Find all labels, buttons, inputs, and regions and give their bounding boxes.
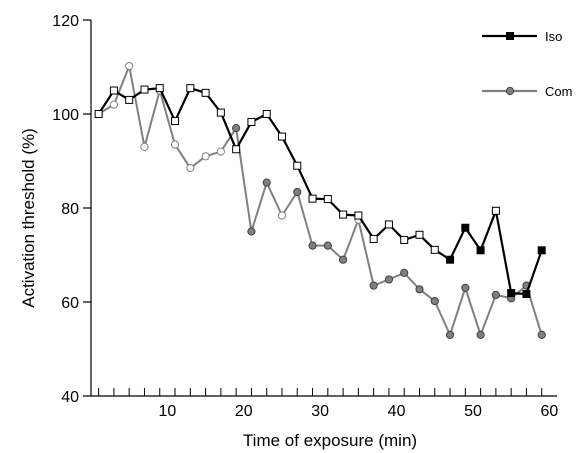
data-point-iso — [400, 235, 409, 244]
data-point-com — [537, 330, 546, 339]
data-point-iso — [247, 117, 256, 126]
data-point-iso — [232, 145, 241, 154]
data-point-iso — [369, 235, 378, 244]
data-point-com — [338, 255, 348, 264]
data-point-iso — [262, 110, 271, 118]
data-point-com — [125, 61, 134, 71]
legend-entry-com: Com — [482, 84, 572, 99]
data-point-com — [323, 241, 332, 250]
legend: Iso Com — [482, 29, 572, 99]
data-point-com — [384, 275, 394, 284]
legend-entry-iso: Iso — [482, 29, 562, 44]
data-point-com — [247, 227, 256, 236]
data-point-com — [186, 163, 195, 173]
series-line-com — [98, 65, 543, 336]
axes: 40 60 80 100 120 10 20 30 40 50 60 — [52, 13, 558, 420]
data-point-iso — [140, 85, 149, 94]
data-point-com — [109, 100, 119, 109]
y-tick-label: 100 — [52, 107, 79, 124]
y-tick-label: 60 — [61, 295, 79, 312]
data-point-com — [461, 283, 470, 292]
data-point-iso — [125, 95, 134, 104]
y-tick-label: 120 — [52, 13, 79, 30]
data-point-com — [277, 211, 287, 220]
data-point-com — [232, 124, 241, 133]
series-com — [94, 61, 546, 339]
data-point-iso — [171, 117, 180, 126]
data-point-iso — [537, 246, 546, 255]
legend-label: Com — [545, 84, 572, 99]
data-point-iso — [308, 194, 317, 203]
data-point-iso — [186, 84, 195, 93]
data-point-iso — [491, 206, 500, 215]
data-point-com — [140, 142, 149, 151]
data-point-iso — [476, 246, 485, 255]
series-iso — [94, 84, 546, 299]
data-point-iso — [277, 132, 286, 141]
series-layer — [94, 61, 546, 339]
y-tick-label: 40 — [61, 389, 79, 406]
data-point-com — [415, 285, 424, 294]
data-point-iso — [94, 110, 103, 118]
x-axis-title: Time of exposure (min) — [243, 431, 417, 450]
x-tick-label: 20 — [235, 403, 253, 420]
data-point-com — [430, 296, 439, 306]
data-point-iso — [507, 289, 516, 298]
data-point-com — [491, 290, 500, 300]
data-point-com — [216, 147, 225, 156]
data-point-iso — [109, 86, 118, 95]
data-point-iso — [461, 223, 470, 232]
x-tick-label: 40 — [388, 403, 406, 420]
data-point-iso — [323, 195, 332, 204]
data-point-iso — [293, 161, 302, 170]
legend-marker — [506, 32, 514, 40]
x-tick-label: 60 — [540, 403, 558, 420]
x-tick-label: 30 — [311, 403, 329, 420]
data-point-iso — [155, 84, 164, 93]
data-point-com — [201, 152, 210, 161]
data-point-com — [400, 268, 409, 277]
data-point-com — [262, 178, 271, 187]
data-point-iso — [430, 245, 439, 254]
data-point-iso — [354, 211, 363, 220]
data-point-iso — [201, 88, 210, 97]
legend-label: Iso — [545, 29, 562, 44]
data-point-iso — [384, 220, 393, 229]
data-point-iso — [446, 255, 455, 264]
legend-marker — [505, 86, 515, 96]
data-point-com — [445, 330, 455, 339]
data-point-iso — [339, 210, 348, 219]
data-point-iso — [522, 290, 531, 299]
data-point-com — [476, 330, 485, 339]
x-tick-label: 50 — [464, 403, 482, 420]
data-point-com — [369, 281, 378, 290]
data-point-com — [308, 241, 317, 250]
data-point-com — [170, 140, 180, 149]
data-point-iso — [216, 108, 225, 117]
series-line-iso — [97, 87, 543, 296]
y-tick-label: 80 — [61, 201, 79, 218]
data-point-iso — [415, 230, 424, 239]
y-axis-title: Activation threshold (%) — [19, 128, 38, 308]
x-tick-label: 10 — [158, 403, 176, 420]
data-point-com — [293, 187, 302, 197]
